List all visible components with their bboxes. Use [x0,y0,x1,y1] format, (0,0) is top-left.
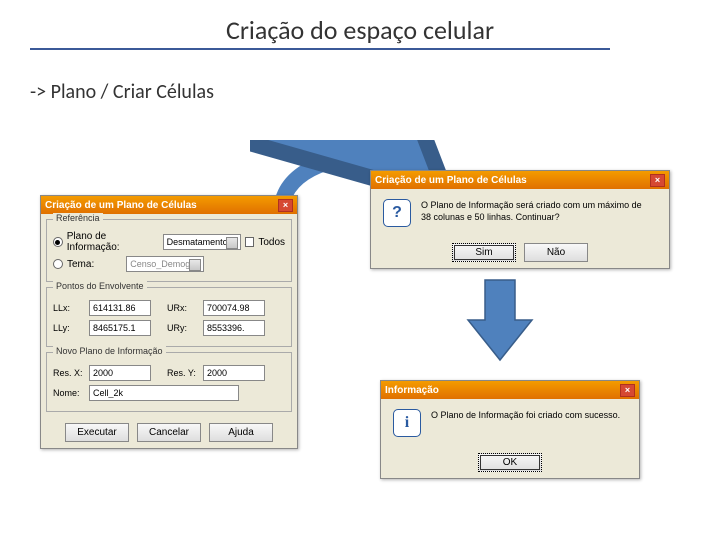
titlebar-info: Informação × [381,381,639,399]
execute-button[interactable]: Executar [65,423,129,442]
dialog-create-cells: Criação de um Plano de Células × Referên… [40,195,298,449]
button-row-confirm: Sim Não [371,237,669,268]
info-icon [393,409,421,437]
dropdown-theme[interactable]: Censo_Demogr [126,256,204,272]
group-extent: Pontos do Envolvente LLx: URx: LLy: URy: [46,287,292,347]
close-icon[interactable]: × [620,384,635,397]
group-extent-legend: Pontos do Envolvente [53,281,147,291]
question-icon [383,199,411,227]
arrow-down [460,275,540,365]
name-input[interactable] [89,385,239,401]
resy-input[interactable] [203,365,265,381]
slide-title: Criação do espaço celular [0,14,720,46]
resx-input[interactable] [89,365,151,381]
button-row-main: Executar Cancelar Ajuda [41,417,297,448]
ok-button[interactable]: OK [478,453,542,472]
title-underline [30,48,610,50]
checkbox-all[interactable] [245,237,255,247]
group-new-legend: Novo Plano de Informação [53,346,166,356]
titlebar-confirm-text: Criação de um Plano de Células [375,175,527,186]
group-reference-legend: Referência [53,213,103,223]
resy-label: Res. Y: [167,368,197,378]
llx-label: LLx: [53,303,83,313]
lly-label: LLy: [53,323,83,333]
group-reference: Referência Plano de Informação: Desmatam… [46,219,292,282]
dropdown-plan[interactable]: Desmatamento [163,234,241,250]
urx-label: URx: [167,303,197,313]
button-row-info: OK [381,447,639,478]
help-button[interactable]: Ajuda [209,423,273,442]
close-icon[interactable]: × [650,174,665,187]
ury-label: URy: [167,323,197,333]
checkbox-all-label: Todos [258,237,285,248]
dialog-confirm: Criação de um Plano de Células × O Plano… [370,170,670,269]
no-button[interactable]: Não [524,243,588,262]
radio-theme[interactable] [53,259,63,269]
cancel-button[interactable]: Cancelar [137,423,201,442]
resx-label: Res. X: [53,368,83,378]
ury-input[interactable] [203,320,265,336]
radio-theme-label: Tema: [67,259,94,270]
info-message: O Plano de Informação foi criado com suc… [431,409,620,421]
confirm-message: O Plano de Informação será criado com um… [421,199,651,223]
llx-input[interactable] [89,300,151,316]
titlebar-text: Criação de um Plano de Células [45,200,197,211]
urx-input[interactable] [203,300,265,316]
titlebar-confirm: Criação de um Plano de Células × [371,171,669,189]
yes-button[interactable]: Sim [452,243,516,262]
dialog-info: Informação × O Plano de Informação foi c… [380,380,640,479]
close-icon[interactable]: × [278,199,293,212]
name-label: Nome: [53,388,83,398]
radio-plan-label: Plano de Informação: [67,231,159,253]
radio-plan[interactable] [53,237,63,247]
titlebar-main: Criação de um Plano de Células × [41,196,297,214]
group-new-plan: Novo Plano de Informação Res. X: Res. Y:… [46,352,292,412]
slide-subtitle: -> Plano / Criar Células [30,80,214,104]
lly-input[interactable] [89,320,151,336]
titlebar-info-text: Informação [385,385,439,396]
